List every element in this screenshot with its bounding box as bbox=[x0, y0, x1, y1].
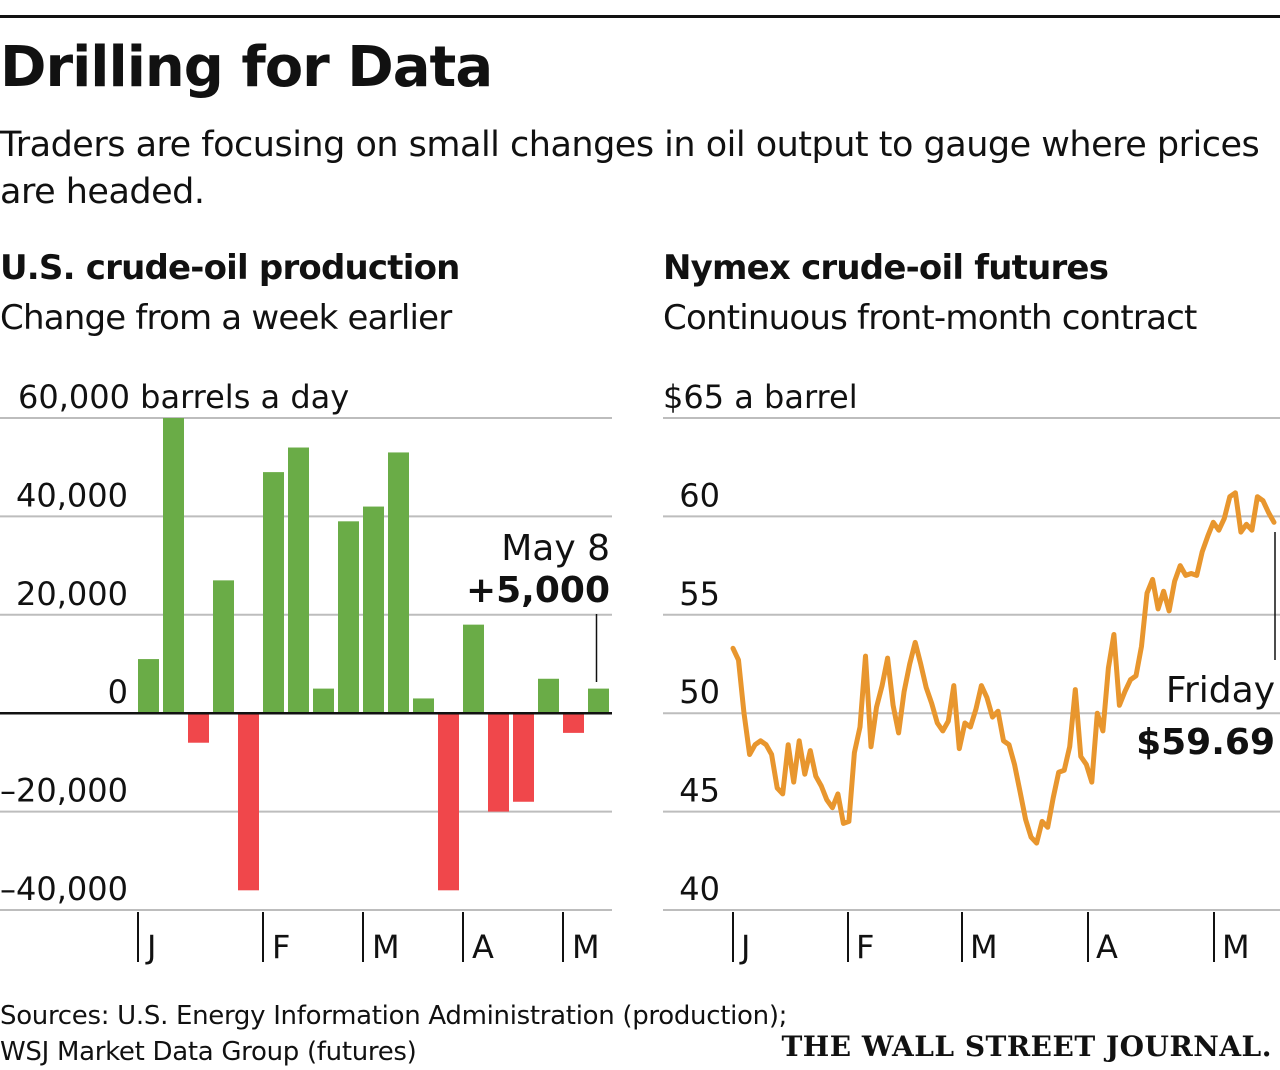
x-tick-label: M bbox=[970, 928, 998, 966]
x-tick-label: M bbox=[572, 928, 600, 966]
x-tick-label: A bbox=[1096, 928, 1118, 966]
bar bbox=[313, 688, 334, 714]
source-line-1: Sources: U.S. Energy Information Adminis… bbox=[0, 1001, 788, 1031]
annotation-label: Friday bbox=[1166, 670, 1275, 711]
top-rule bbox=[0, 15, 1280, 18]
y-tick-label: –40,000 bbox=[0, 870, 128, 908]
x-tick-label: J bbox=[145, 928, 156, 966]
publisher-logo: THE WALL STREET JOURNAL. bbox=[781, 1030, 1272, 1063]
y-tick-label: $65 a barrel bbox=[663, 378, 858, 416]
y-tick-label: –20,000 bbox=[0, 772, 128, 810]
page-subtitle: Traders are focusing on small changes in… bbox=[0, 125, 1260, 212]
bar bbox=[163, 418, 184, 714]
bar bbox=[188, 713, 209, 743]
bar bbox=[538, 678, 559, 714]
bar bbox=[438, 713, 459, 891]
y-tick-label: 60,000 barrels a day bbox=[18, 378, 349, 416]
price-line bbox=[730, 490, 1277, 846]
x-tick-label: M bbox=[372, 928, 400, 966]
y-tick-label: 20,000 bbox=[16, 575, 128, 613]
left-chart-title: U.S. crude-oil production bbox=[0, 248, 460, 288]
annotation-date: May 8 bbox=[501, 528, 610, 569]
y-tick-label: 60 bbox=[679, 476, 720, 514]
bar bbox=[463, 624, 484, 714]
bar bbox=[138, 659, 159, 714]
x-tick-label: M bbox=[1222, 928, 1250, 966]
left-chart-subtitle: Change from a week earlier bbox=[0, 298, 452, 338]
x-tick-label: F bbox=[856, 928, 874, 966]
y-tick-label: 40 bbox=[679, 870, 720, 908]
bar bbox=[388, 452, 409, 714]
bar bbox=[288, 447, 309, 714]
source-line-2: WSJ Market Data Group (futures) bbox=[0, 1037, 417, 1067]
y-tick-label: 45 bbox=[679, 772, 720, 810]
bar bbox=[213, 580, 234, 714]
y-tick-label: 50 bbox=[679, 673, 720, 711]
y-tick-label: 40,000 bbox=[16, 476, 128, 514]
annotation-value: $59.69 bbox=[1136, 722, 1275, 763]
bar bbox=[363, 506, 384, 714]
x-tick-label: F bbox=[272, 928, 290, 966]
bar bbox=[588, 688, 609, 714]
y-tick-label: 0 bbox=[108, 673, 128, 711]
bar bbox=[338, 521, 359, 714]
bar bbox=[488, 713, 509, 812]
x-tick-label: A bbox=[472, 928, 494, 966]
bar bbox=[413, 698, 434, 714]
bar bbox=[263, 472, 284, 714]
annotation-value: +5,000 bbox=[466, 570, 610, 611]
y-tick-label: 55 bbox=[679, 575, 720, 613]
bar bbox=[513, 713, 534, 802]
right-chart-title: Nymex crude-oil futures bbox=[663, 248, 1109, 288]
page-title: Drilling for Data bbox=[0, 35, 493, 100]
bar bbox=[238, 713, 259, 891]
right-chart-subtitle: Continuous front-month contract bbox=[663, 298, 1197, 338]
sources-note: Sources: U.S. Energy Information Adminis… bbox=[0, 998, 787, 1070]
x-tick-label: J bbox=[739, 928, 750, 966]
bar bbox=[563, 713, 584, 733]
